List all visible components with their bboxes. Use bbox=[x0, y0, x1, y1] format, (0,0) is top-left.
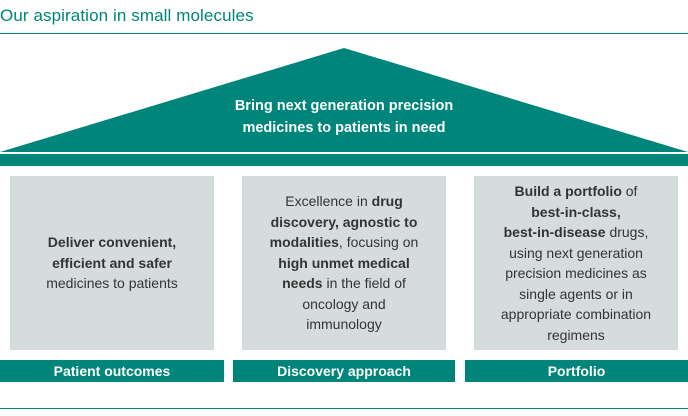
pillar-text-regular: appropriate combination bbox=[500, 306, 652, 322]
pillar-text-regular: immunology bbox=[306, 316, 382, 333]
pillar-text-bold: discovery, agnostic to bbox=[270, 213, 418, 230]
pillar-line: oncology and bbox=[242, 294, 446, 315]
pillar-line: discovery, agnostic to bbox=[242, 212, 446, 233]
pillar-text-regular: precision medicines as bbox=[505, 265, 647, 281]
roof-line-2: medicines to patients in need bbox=[242, 120, 446, 136]
pillar-patient-outcomes: Deliver convenient, efficient and safer me… bbox=[10, 176, 214, 350]
pillar-text-bold: high unmet medical bbox=[278, 254, 410, 271]
pillar-text-regular: regimens bbox=[547, 326, 605, 343]
pillar-line: single agents or in bbox=[474, 284, 678, 305]
pillar-line: efficient and safer bbox=[10, 253, 214, 274]
pillar-line: precision medicines as bbox=[474, 263, 678, 284]
pillar-line: modalities, focusing on bbox=[242, 232, 446, 253]
roof-line-1: Bring next generation precision bbox=[234, 98, 454, 114]
pillar-line: best-in-disease drugs, bbox=[474, 222, 678, 243]
pillar-text-regular: of bbox=[621, 183, 638, 199]
pillar-text-bold: needs bbox=[282, 275, 323, 292]
title-divider bbox=[0, 33, 688, 34]
pillar-line: Build a portfolio of bbox=[474, 181, 678, 202]
pillar-line: regimens bbox=[474, 325, 678, 346]
pillar-text-bold: modalities bbox=[269, 234, 339, 251]
pillar-portfolio: Build a portfolio of best-in-class, best-i… bbox=[474, 176, 678, 350]
pillar-discovery-approach: Excellence in drug discovery, agnostic to… bbox=[242, 176, 446, 350]
pillar-text-regular: in the field of bbox=[322, 275, 406, 292]
pillar-text: Build a portfolio of best-in-class, best-i… bbox=[474, 181, 678, 345]
pillar-line: best-in-class, bbox=[474, 202, 678, 223]
bottom-divider bbox=[0, 408, 688, 409]
pillar-text-regular: using next generation bbox=[509, 244, 643, 261]
pillar-text-regular: single agents or in bbox=[519, 285, 633, 302]
pillar-text-bold: efficient and safer bbox=[52, 254, 172, 271]
pillar-line: Deliver convenient, bbox=[10, 232, 214, 253]
pillar-text-regular: drugs, bbox=[605, 224, 649, 240]
pillar-line: medicines to patients bbox=[10, 273, 214, 294]
label-portfolio: Portfolio bbox=[465, 360, 688, 382]
roof-beam bbox=[0, 154, 688, 166]
pillar-text-bold: drug bbox=[371, 193, 403, 210]
page-title: Our aspiration in small molecules bbox=[0, 6, 254, 25]
pillar-line: Excellence in drug bbox=[242, 191, 446, 212]
pillar-line: needs in the field of bbox=[242, 273, 446, 294]
pillar-text-regular: Excellence in bbox=[285, 193, 372, 210]
pillar-line: appropriate combination bbox=[474, 304, 678, 325]
pillar-line: high unmet medical bbox=[242, 253, 446, 274]
pillar-text-bold: best-in-class, bbox=[531, 203, 621, 220]
pillar-text: Deliver convenient, efficient and safer me… bbox=[10, 232, 214, 294]
pillar-text-bold: best-in-disease bbox=[503, 224, 606, 240]
pillar-line: using next generation bbox=[474, 243, 678, 264]
pillar-line: immunology bbox=[242, 314, 446, 335]
label-discovery-approach: Discovery approach bbox=[233, 360, 455, 382]
roof-triangle bbox=[0, 48, 688, 152]
roof-statement: Bring next generation precision medicine… bbox=[180, 95, 508, 139]
roof-diagram bbox=[0, 48, 688, 166]
pillar-text-regular: , focusing on bbox=[338, 234, 419, 251]
pillar-text-bold: Build a portfolio bbox=[514, 183, 622, 199]
pillar-text-regular: oncology and bbox=[302, 295, 386, 312]
label-patient-outcomes: Patient outcomes bbox=[0, 360, 224, 382]
pillar-text: Excellence in drug discovery, agnostic to… bbox=[242, 191, 446, 335]
pillar-text-bold: Deliver convenient, bbox=[47, 234, 177, 251]
pillar-text-regular: medicines to patients bbox=[46, 275, 178, 292]
